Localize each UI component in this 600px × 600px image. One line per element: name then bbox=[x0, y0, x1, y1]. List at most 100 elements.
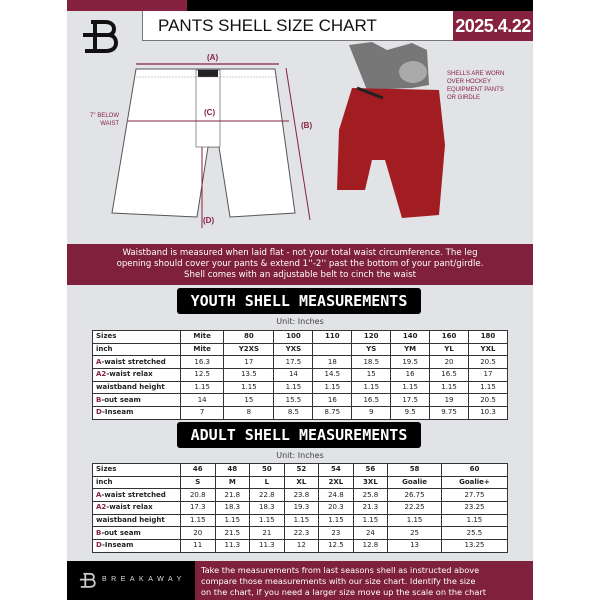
table-cell: 15 bbox=[351, 368, 392, 382]
table-cell: 24.8 bbox=[318, 488, 354, 503]
row-label-text: waistband height bbox=[96, 516, 165, 525]
table-cell: 120 bbox=[351, 330, 392, 344]
table-cell: 110 bbox=[312, 330, 353, 344]
table-cell: 13.5 bbox=[223, 368, 275, 382]
table-row: inch Mite Y2XS YXS YS YM YL YXL bbox=[92, 342, 508, 357]
table-row: B-out seam 20 21.5 21 22.3 23 24 25 25.5 bbox=[92, 526, 509, 541]
table-cell: 14 bbox=[273, 368, 314, 382]
table-row: inch S M L XL 2XL 3XL Goalie Goalie+ bbox=[92, 475, 509, 490]
date-badge: 2025.4.22 bbox=[453, 11, 533, 41]
table-cell: 1.15 bbox=[318, 513, 354, 528]
table-cell: 9 bbox=[351, 406, 392, 420]
table-cell: 54 bbox=[318, 463, 354, 477]
instruction-line: compare those measurements with our size… bbox=[201, 576, 476, 586]
table-cell: 20.3 bbox=[318, 501, 354, 515]
table-cell: 18.3 bbox=[249, 501, 285, 515]
youth-unit-label: Unit: Inches bbox=[276, 317, 324, 326]
instruction-line: Take the measurements from last seasons … bbox=[201, 565, 480, 575]
row-label-prefix: D bbox=[96, 408, 102, 417]
table-cell: 1.15 bbox=[387, 513, 442, 528]
table-row: Sizes Mite 80 100 110 120 140 160 180 bbox=[92, 330, 508, 344]
row-label-text: -waist stretched bbox=[101, 357, 166, 366]
table-cell: 16 bbox=[390, 368, 431, 382]
table-row: B-out seam 14 15 15.5 16 16.5 17.5 19 20.5 bbox=[92, 393, 508, 408]
table-cell: 20.8 bbox=[180, 488, 216, 503]
table-cell: 13 bbox=[387, 539, 442, 553]
row-label: inch bbox=[92, 342, 181, 357]
table-cell: 17.5 bbox=[390, 393, 431, 408]
table-cell: 20 bbox=[429, 355, 469, 370]
youth-section-title: YOUTH SHELL MEASUREMENTS bbox=[177, 288, 421, 314]
table-cell: YXL bbox=[468, 342, 508, 357]
note-line: SHELLS ARE WORN bbox=[447, 71, 505, 77]
table-cell: 8.75 bbox=[312, 406, 353, 420]
youth-size-table: Sizes Mite 80 100 110 120 140 160 180 inch Mite Y2X… bbox=[92, 330, 508, 420]
table-cell: 46 bbox=[180, 463, 216, 477]
table-cell: 58 bbox=[387, 463, 442, 477]
table-cell: 19.5 bbox=[390, 355, 431, 370]
table-row: A-waist stretched 20.8 21.8 22.8 23.8 24.8 25.… bbox=[92, 488, 509, 503]
footer-brand-block: BREAKAWAY bbox=[67, 561, 195, 600]
table-cell: 17 bbox=[468, 368, 508, 382]
table-cell: 18.5 bbox=[351, 355, 392, 370]
table-cell: 1.15 bbox=[468, 380, 508, 395]
row-label-text: inch bbox=[96, 478, 113, 487]
row-label-text: -out seam bbox=[101, 395, 141, 404]
row-label-text: inch bbox=[96, 345, 113, 354]
table-cell: 15.5 bbox=[273, 393, 314, 408]
info-line: Waistband is measured when laid flat - n… bbox=[122, 248, 478, 258]
shell-worn-note: SHELLS ARE WORN OVER HOCKEY EQUIPMENT PA… bbox=[447, 70, 504, 102]
row-label: D-Inseam bbox=[92, 406, 181, 420]
below-waist-note: 7'' BELOW WAIST bbox=[87, 112, 119, 128]
row-label-text: -waist relax bbox=[106, 370, 153, 379]
table-cell: 11.3 bbox=[214, 539, 251, 553]
table-row: D-Inseam 7 8 8.5 8.75 9 9.5 9.75 10.3 bbox=[92, 406, 508, 420]
row-label: waistband height bbox=[92, 513, 181, 528]
table-cell: 1.15 bbox=[312, 380, 353, 395]
table-cell: M bbox=[214, 475, 251, 490]
row-label-prefix: A bbox=[96, 357, 102, 366]
instruction-line: on the chart, if you need a larger size … bbox=[201, 587, 486, 597]
table-cell: 12.5 bbox=[179, 368, 225, 382]
size-chart-page: PANTS SHELL SIZE CHART 2025.4.22 (A) (C)… bbox=[67, 0, 533, 600]
table-cell: 140 bbox=[390, 330, 431, 344]
table-cell: 12 bbox=[283, 539, 320, 553]
table-cell: 180 bbox=[468, 330, 508, 344]
table-cell: 17.3 bbox=[180, 501, 216, 515]
table-cell: Goalie+ bbox=[440, 475, 509, 490]
row-label: Sizes bbox=[92, 330, 181, 344]
table-cell: Mite bbox=[179, 342, 225, 357]
table-cell: 16 bbox=[312, 393, 353, 408]
row-label-text: -Inseam bbox=[101, 541, 134, 550]
table-cell: 13.25 bbox=[440, 539, 509, 553]
row-label: B-out seam bbox=[92, 393, 181, 408]
table-cell: 16.5 bbox=[429, 368, 469, 382]
table-cell: 1.15 bbox=[440, 513, 509, 528]
row-label-prefix: A2 bbox=[96, 370, 107, 379]
footer-instructions: Take the measurements from last seasons … bbox=[195, 561, 533, 600]
table-cell: 9.75 bbox=[429, 406, 469, 420]
table-cell: 16.3 bbox=[179, 355, 225, 370]
table-cell: 22.8 bbox=[249, 488, 285, 503]
top-black-bar bbox=[187, 0, 533, 11]
row-label: A2-waist relax bbox=[92, 501, 181, 515]
table-cell: 1.15 bbox=[214, 513, 251, 528]
row-label-text: -Inseam bbox=[101, 408, 134, 417]
table-cell: 19.3 bbox=[283, 501, 320, 515]
row-label: B-out seam bbox=[92, 526, 181, 541]
table-cell: 8 bbox=[223, 406, 275, 420]
table-cell: 22.3 bbox=[283, 526, 320, 541]
table-cell: Y2XS bbox=[223, 342, 275, 357]
row-label-text: Sizes bbox=[96, 465, 117, 474]
adult-unit-label: Unit: Inches bbox=[276, 451, 324, 460]
table-cell: 160 bbox=[429, 330, 469, 344]
row-label: A-waist stretched bbox=[92, 488, 181, 503]
row-label-prefix: A2 bbox=[96, 503, 107, 512]
table-cell: 23.8 bbox=[283, 488, 320, 503]
table-cell: 3XL bbox=[352, 475, 389, 490]
row-label-text: Sizes bbox=[96, 332, 117, 341]
table-cell: 11 bbox=[180, 539, 216, 553]
table-cell: 27.75 bbox=[440, 488, 509, 503]
table-row: Sizes 46 48 50 52 54 56 58 60 bbox=[92, 463, 509, 477]
below-waist-line: 7'' BELOW bbox=[90, 113, 119, 119]
